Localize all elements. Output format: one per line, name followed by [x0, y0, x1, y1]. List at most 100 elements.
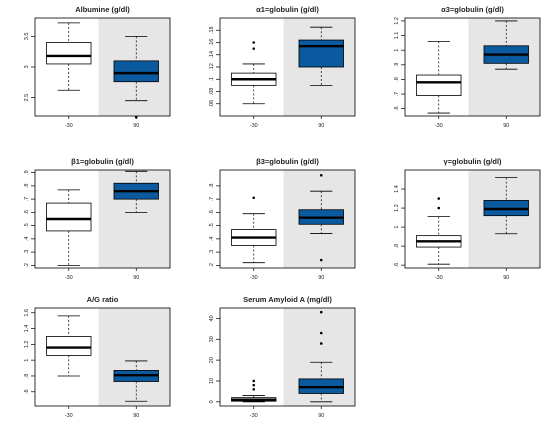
- outlier-point: [319, 258, 323, 262]
- y-tick-label: .7: [24, 197, 30, 202]
- y-tick-label: .5: [24, 223, 30, 228]
- y-tick-label: .5: [209, 223, 215, 228]
- y-tick-label: .18: [209, 26, 215, 34]
- x-tick-label: -30: [250, 413, 258, 419]
- y-tick-label: .1: [209, 77, 215, 82]
- box--30: [46, 202, 92, 232]
- y-tick-label: .2: [209, 263, 215, 268]
- chart-title: α1=globulin (g/dl): [256, 5, 319, 14]
- y-tick-label: 1.4: [394, 185, 400, 193]
- x-tick-label: -30: [250, 275, 258, 281]
- y-tick-label: 1.2: [394, 204, 400, 212]
- panel-5: β3=globulin (g/dl) .2 .3 .4 .5 .6 .7 .8 -30 90: [209, 157, 356, 281]
- y-tick-label: 20: [209, 357, 215, 363]
- x-tick-label: 90: [318, 275, 324, 281]
- x-tick-label: 90: [503, 123, 509, 129]
- chart-title: Albumine (g/dl): [75, 5, 130, 14]
- panel-7: A/G ratio .6 .8 1 1.2 1.4 1.6 -30 90: [24, 295, 171, 419]
- y-tick-label: .3: [209, 250, 215, 255]
- y-tick-label: .16: [209, 39, 215, 47]
- plot-frame: [219, 307, 356, 407]
- y-tick-label: 1.4: [24, 325, 30, 333]
- shaded-region: [468, 18, 540, 116]
- outlier-point: [252, 47, 256, 50]
- y-tick-label: 1: [394, 226, 400, 229]
- x-tick-label: -30: [435, 123, 443, 129]
- x-tick-label: 90: [133, 275, 139, 281]
- shaded-region: [98, 308, 170, 406]
- y-tick-label: 1: [24, 359, 30, 362]
- y-tick-label: 1.2: [24, 341, 30, 349]
- outlier-point: [319, 331, 323, 335]
- x-tick-label: -30: [65, 123, 73, 129]
- outlier-point: [252, 41, 256, 44]
- outlier-point: [252, 388, 256, 391]
- y-tick-label: 40: [209, 315, 215, 321]
- plot-frame: [404, 169, 541, 269]
- outlier-point: [252, 383, 256, 387]
- x-tick-label: -30: [65, 413, 73, 419]
- y-tick-label: .4: [209, 237, 215, 242]
- y-tick-label: 30: [209, 336, 215, 342]
- box--30: [46, 336, 92, 356]
- plot-frame: [34, 169, 171, 269]
- y-tick-label: .9: [24, 170, 30, 175]
- y-tick-label: .8: [209, 184, 215, 189]
- x-tick-label: 90: [503, 275, 509, 281]
- x-tick-label: -30: [65, 275, 73, 281]
- panel-3: α3=globulin (g/dl) .6 .7 .8 .9 1 1.1 1.2 -30 90: [394, 5, 541, 129]
- y-tick-label: 1.1: [394, 32, 400, 40]
- box-90: [113, 60, 159, 83]
- shaded-region: [468, 170, 540, 268]
- y-tick-label: .3: [24, 250, 30, 255]
- x-tick-label: 90: [133, 413, 139, 419]
- y-tick-label: 3.5: [24, 33, 30, 41]
- y-tick-label: .7: [394, 92, 400, 97]
- y-tick-label: 2.5: [24, 94, 30, 102]
- outlier-point: [252, 196, 256, 200]
- x-tick-label: 90: [133, 123, 139, 129]
- box--30: [46, 42, 92, 65]
- y-tick-label: 1.6: [24, 309, 30, 317]
- plot-frame: [219, 169, 356, 269]
- panel-2: α1=globulin (g/dl) .06 .08 .1 .12 .14 .16 .18 -3…: [209, 5, 356, 129]
- chart-title: A/G ratio: [87, 295, 119, 304]
- plot-frame: [404, 17, 541, 117]
- panel-4: β1=globulin (g/dl) .2 .3 .4 .5 .6 .7 .8 .9 -30 90: [24, 157, 171, 281]
- y-tick-label: .08: [209, 88, 215, 96]
- x-tick-label: -30: [250, 123, 258, 129]
- box--30: [416, 74, 462, 96]
- outlier-point: [319, 173, 323, 177]
- y-tick-label: .06: [209, 100, 215, 108]
- y-tick-label: .8: [24, 374, 30, 379]
- panel-6: γ=globulin (g/dl) .6 .8 1 1.2 1.4 -30 90: [394, 157, 541, 281]
- y-tick-label: .9: [394, 63, 400, 68]
- y-tick-label: 1.2: [394, 17, 400, 25]
- outlier-point: [437, 206, 441, 210]
- y-tick-label: 0: [209, 400, 215, 403]
- outlier-point: [319, 310, 323, 314]
- chart-title: α3=globulin (g/dl): [441, 5, 504, 14]
- panel-1: Albumine (g/dl) 2.5 3 3.5 -30 90: [24, 5, 171, 129]
- y-tick-label: .7: [209, 197, 215, 202]
- y-tick-label: .12: [209, 63, 215, 71]
- y-tick-label: .6: [394, 263, 400, 268]
- y-tick-label: .6: [394, 106, 400, 111]
- box-90: [298, 39, 344, 68]
- outlier-point: [437, 197, 441, 200]
- chart-title: β3=globulin (g/dl): [256, 157, 319, 166]
- y-tick-label: .6: [24, 389, 30, 394]
- y-tick-label: .14: [209, 51, 215, 59]
- chart-title: γ=globulin (g/dl): [443, 157, 502, 166]
- x-tick-label: 90: [318, 413, 324, 419]
- outlier-point: [319, 342, 323, 345]
- y-tick-label: .6: [209, 210, 215, 215]
- y-tick-label: .4: [24, 237, 30, 242]
- panel-8: Serum Amyloid A (mg/dl) 0 10 20 30 40 -30 90: [209, 295, 356, 419]
- y-tick-label: 1: [394, 49, 400, 52]
- y-tick-label: .6: [24, 210, 30, 215]
- outlier-point: [252, 379, 256, 383]
- chart-title: Serum Amyloid A (mg/dl): [243, 295, 332, 304]
- y-tick-label: .8: [394, 244, 400, 249]
